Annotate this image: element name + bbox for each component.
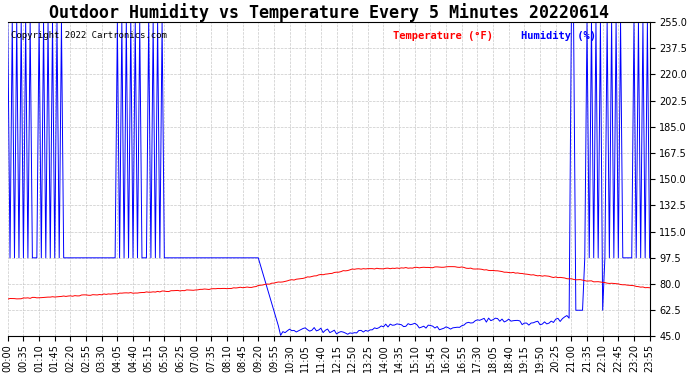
Text: Temperature (°F): Temperature (°F) — [393, 32, 493, 41]
Title: Outdoor Humidity vs Temperature Every 5 Minutes 20220614: Outdoor Humidity vs Temperature Every 5 … — [49, 3, 609, 22]
Text: Humidity (%): Humidity (%) — [521, 32, 596, 41]
Text: Copyright 2022 Cartronics.com: Copyright 2022 Cartronics.com — [11, 32, 167, 40]
